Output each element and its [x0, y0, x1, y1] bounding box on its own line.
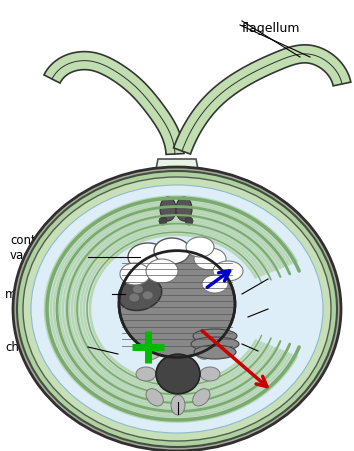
Ellipse shape [193, 342, 210, 359]
Ellipse shape [186, 238, 214, 258]
Ellipse shape [171, 333, 185, 353]
Ellipse shape [120, 263, 150, 285]
Text: Golgi: Golgi [258, 345, 290, 358]
Ellipse shape [136, 367, 156, 381]
Ellipse shape [23, 178, 331, 441]
Ellipse shape [194, 249, 226, 271]
Ellipse shape [202, 276, 228, 293]
Text: flagellum: flagellum [242, 22, 301, 35]
Text: cytosol: cytosol [268, 303, 313, 316]
Ellipse shape [171, 395, 185, 415]
Text: b: b [266, 393, 274, 405]
Ellipse shape [128, 244, 168, 272]
Ellipse shape [200, 367, 220, 381]
Text: mitochondrion: mitochondrion [5, 288, 91, 301]
Ellipse shape [159, 217, 167, 226]
Ellipse shape [176, 198, 192, 221]
Polygon shape [173, 46, 351, 155]
Ellipse shape [156, 354, 200, 394]
Ellipse shape [119, 251, 235, 358]
Text: a: a [154, 381, 162, 394]
Ellipse shape [146, 259, 178, 283]
Text: c: c [236, 259, 244, 272]
Text: chloroplast: chloroplast [5, 341, 70, 354]
Text: contractile
vacuole: contractile vacuole [10, 234, 73, 262]
Ellipse shape [194, 345, 236, 359]
Ellipse shape [143, 292, 153, 299]
Ellipse shape [191, 337, 239, 351]
Ellipse shape [133, 285, 143, 294]
Ellipse shape [185, 217, 193, 226]
Ellipse shape [129, 294, 139, 302]
Ellipse shape [193, 329, 237, 343]
Ellipse shape [31, 186, 323, 433]
Polygon shape [44, 52, 184, 155]
Ellipse shape [146, 389, 163, 406]
Text: nucleus: nucleus [268, 273, 316, 286]
Ellipse shape [118, 278, 162, 311]
Ellipse shape [160, 198, 176, 221]
Ellipse shape [193, 389, 210, 406]
Ellipse shape [154, 239, 190, 264]
Text: pyrenoid surrounded
by starch granules: pyrenoid surrounded by starch granules [116, 414, 240, 442]
Ellipse shape [213, 262, 243, 281]
Ellipse shape [146, 342, 163, 359]
Ellipse shape [17, 172, 337, 447]
Polygon shape [152, 160, 202, 235]
Ellipse shape [13, 168, 341, 451]
